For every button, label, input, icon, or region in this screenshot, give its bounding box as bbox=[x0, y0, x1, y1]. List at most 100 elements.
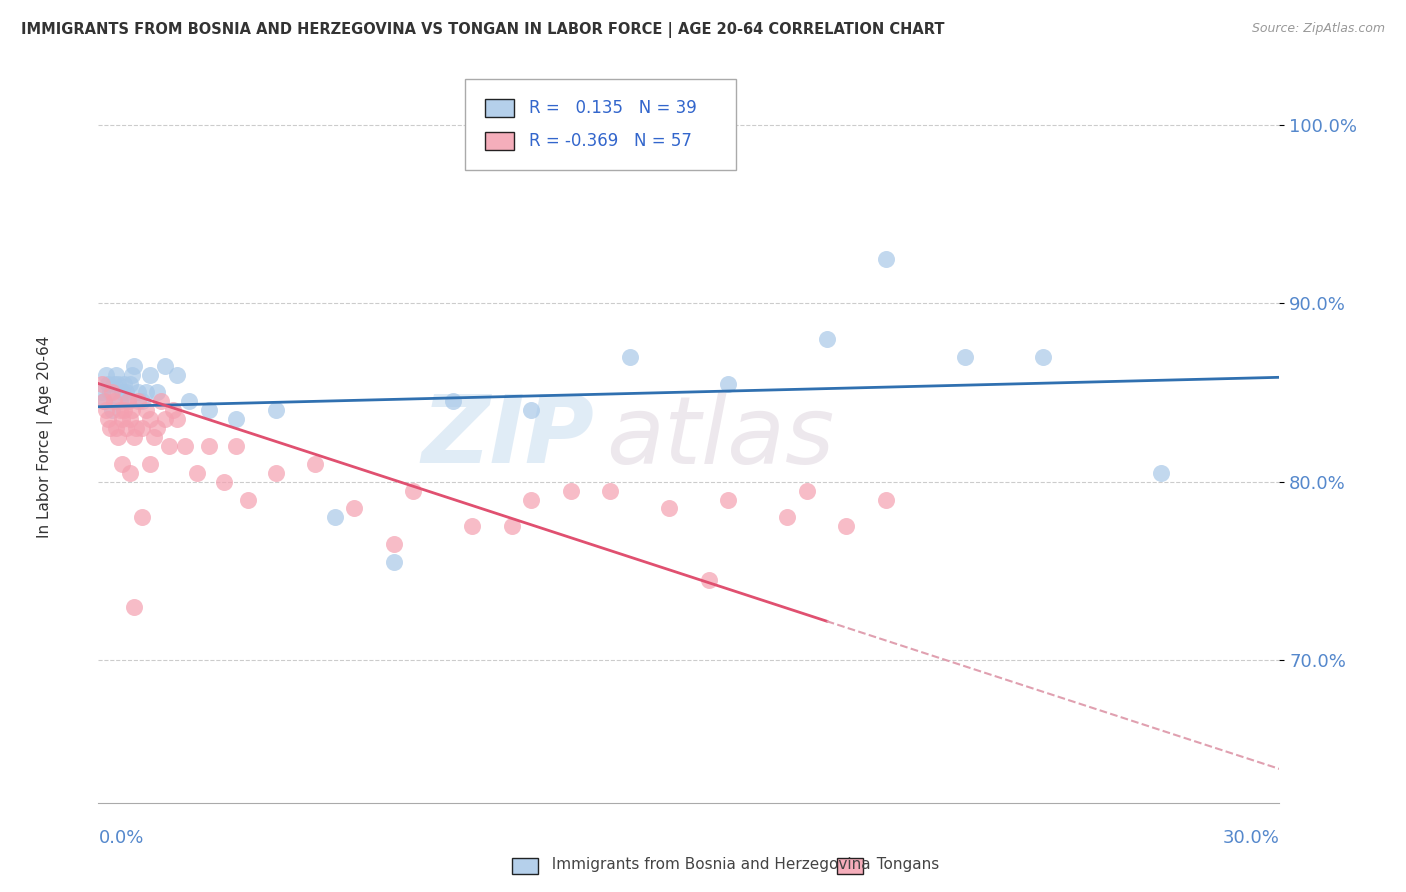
Point bbox=[138, 457, 160, 471]
FancyBboxPatch shape bbox=[464, 78, 737, 170]
Point bbox=[107, 376, 129, 391]
FancyBboxPatch shape bbox=[485, 99, 515, 117]
Point bbox=[402, 483, 425, 498]
Point bbox=[127, 385, 149, 400]
Point bbox=[101, 403, 124, 417]
Point bbox=[108, 394, 131, 409]
Point bbox=[225, 412, 247, 426]
Point bbox=[1150, 466, 1173, 480]
FancyBboxPatch shape bbox=[512, 858, 537, 874]
Text: Source: ZipAtlas.com: Source: ZipAtlas.com bbox=[1251, 22, 1385, 36]
Point bbox=[138, 412, 160, 426]
Point bbox=[520, 492, 543, 507]
Point bbox=[125, 421, 148, 435]
Text: Immigrants from Bosnia and Herzegovina: Immigrants from Bosnia and Herzegovina bbox=[543, 857, 872, 872]
Text: ZIP: ZIP bbox=[422, 391, 595, 483]
Point bbox=[599, 483, 621, 498]
Point bbox=[197, 403, 219, 417]
FancyBboxPatch shape bbox=[837, 858, 862, 874]
Point bbox=[98, 421, 121, 435]
Point bbox=[875, 252, 897, 266]
Point bbox=[135, 385, 157, 400]
Point bbox=[91, 376, 114, 391]
Point bbox=[117, 394, 139, 409]
FancyBboxPatch shape bbox=[485, 132, 515, 150]
Point bbox=[815, 332, 838, 346]
Point bbox=[717, 376, 740, 391]
Point bbox=[96, 403, 118, 417]
Point bbox=[138, 368, 160, 382]
Point bbox=[264, 403, 287, 417]
Point bbox=[108, 403, 131, 417]
Point bbox=[117, 394, 139, 409]
Point bbox=[122, 359, 145, 373]
Point bbox=[697, 573, 720, 587]
Point bbox=[135, 403, 157, 417]
Point bbox=[111, 457, 134, 471]
Point bbox=[166, 412, 188, 426]
Point bbox=[157, 439, 180, 453]
Point bbox=[103, 376, 125, 391]
Text: 0.0%: 0.0% bbox=[98, 829, 143, 847]
Point bbox=[118, 376, 141, 391]
Point bbox=[98, 385, 121, 400]
Point bbox=[186, 466, 208, 480]
Point bbox=[717, 492, 740, 507]
Point bbox=[122, 599, 145, 614]
Point bbox=[875, 492, 897, 507]
Point bbox=[953, 350, 976, 364]
Point bbox=[658, 501, 681, 516]
Point bbox=[796, 483, 818, 498]
Point bbox=[166, 368, 188, 382]
Point bbox=[122, 430, 145, 444]
Point bbox=[343, 501, 366, 516]
Point bbox=[146, 421, 169, 435]
Point bbox=[177, 394, 200, 409]
Point bbox=[619, 350, 641, 364]
Point bbox=[155, 412, 177, 426]
Point bbox=[197, 439, 219, 453]
Text: 30.0%: 30.0% bbox=[1223, 829, 1279, 847]
Text: Tongans: Tongans bbox=[868, 857, 939, 872]
Point bbox=[214, 475, 236, 489]
Point bbox=[111, 385, 134, 400]
Point bbox=[131, 510, 153, 524]
Point bbox=[111, 412, 134, 426]
Text: In Labor Force | Age 20-64: In Labor Force | Age 20-64 bbox=[38, 336, 53, 538]
Point bbox=[105, 368, 128, 382]
Point bbox=[115, 421, 138, 435]
Text: IMMIGRANTS FROM BOSNIA AND HERZEGOVINA VS TONGAN IN LABOR FORCE | AGE 20-64 CORR: IMMIGRANTS FROM BOSNIA AND HERZEGOVINA V… bbox=[21, 22, 945, 38]
Point bbox=[304, 457, 326, 471]
Point bbox=[441, 394, 464, 409]
Point bbox=[162, 403, 184, 417]
Point bbox=[115, 385, 138, 400]
Point bbox=[1032, 350, 1054, 364]
Text: R =   0.135   N = 39: R = 0.135 N = 39 bbox=[530, 99, 697, 117]
Point bbox=[91, 385, 114, 400]
Point bbox=[264, 466, 287, 480]
Point bbox=[236, 492, 259, 507]
Point bbox=[323, 510, 346, 524]
Point bbox=[174, 439, 197, 453]
Point bbox=[127, 394, 149, 409]
Point bbox=[103, 394, 125, 409]
Point bbox=[501, 519, 523, 533]
Point bbox=[93, 394, 115, 409]
Point bbox=[118, 466, 141, 480]
Point bbox=[112, 376, 135, 391]
Text: R = -0.369   N = 57: R = -0.369 N = 57 bbox=[530, 132, 692, 150]
Point bbox=[155, 359, 177, 373]
Point bbox=[101, 385, 124, 400]
Point bbox=[461, 519, 484, 533]
Point bbox=[131, 421, 153, 435]
Point bbox=[121, 368, 143, 382]
Point bbox=[142, 430, 165, 444]
Point bbox=[112, 403, 135, 417]
Point bbox=[560, 483, 582, 498]
Point bbox=[776, 510, 799, 524]
Point bbox=[382, 537, 405, 551]
Point bbox=[97, 376, 120, 391]
Point bbox=[225, 439, 247, 453]
Point bbox=[96, 368, 118, 382]
Point bbox=[382, 555, 405, 569]
